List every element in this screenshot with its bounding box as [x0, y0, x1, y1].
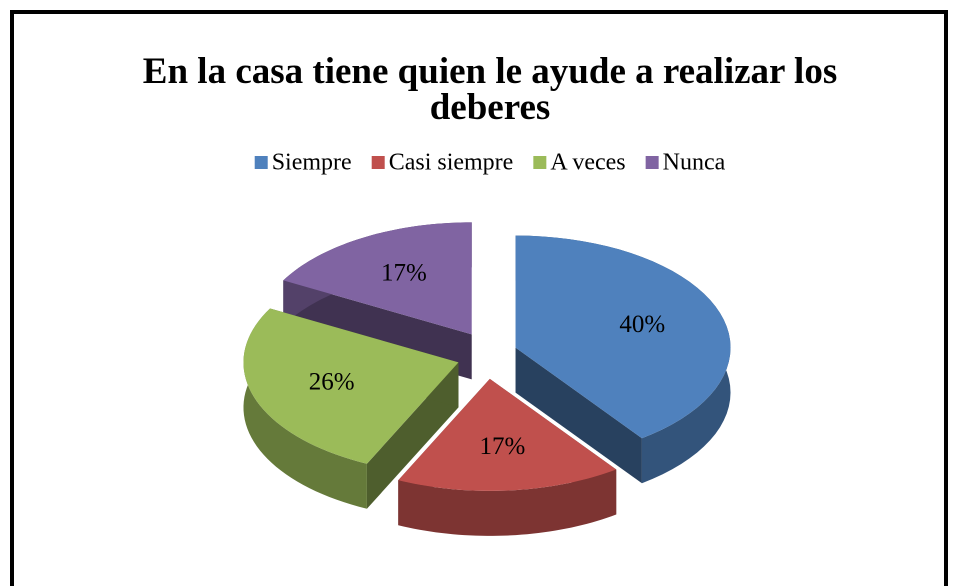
data-label: 40% — [619, 311, 665, 338]
slice — [243, 308, 459, 464]
slice — [283, 222, 472, 335]
legend-label: Nunca — [663, 150, 726, 176]
legend-swatch — [533, 156, 547, 169]
slice-side — [515, 347, 642, 484]
slice — [398, 378, 617, 491]
slice-group: 40% — [515, 235, 731, 484]
legend-swatch — [254, 156, 268, 169]
data-label: 17% — [479, 433, 525, 460]
slice-group: 17% — [398, 378, 617, 536]
slice-wall — [243, 308, 367, 509]
data-label: 26% — [309, 369, 355, 396]
legend-swatch — [645, 156, 659, 169]
pie: 17% 40% 26% 17% — [243, 222, 731, 536]
legend-label: A veces — [550, 150, 625, 176]
slice-group: 26% — [243, 308, 459, 509]
legend-label: Casi siempre — [389, 150, 514, 176]
chart-title-group: En la casa tiene quien le ayude a realiz… — [143, 51, 837, 128]
legend: Siempre Casi siempre A veces Nunca — [254, 150, 726, 176]
legend-swatch — [371, 156, 385, 169]
data-label: 17% — [381, 259, 427, 286]
frame — [10, 10, 948, 586]
slice — [515, 235, 731, 439]
legend-label: Siempre — [272, 150, 352, 176]
slice-wall — [398, 469, 617, 536]
chart-title: En la casa tiene quien le ayude a realiz… — [143, 51, 837, 128]
